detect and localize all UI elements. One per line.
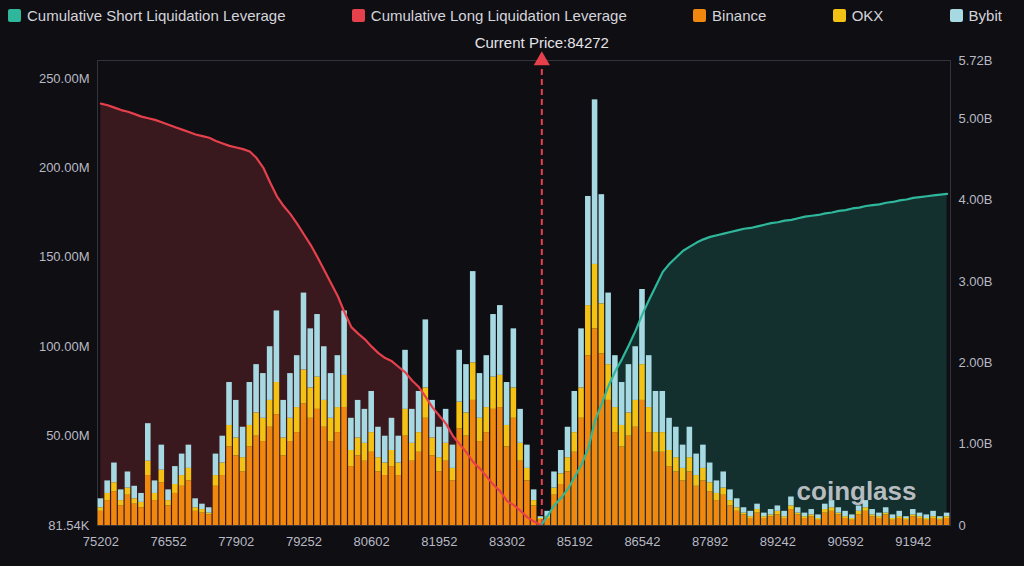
svg-text:250.00M: 250.00M [39, 71, 90, 86]
html-text:Cumulative Short Liquidation L: Cumulative Short Liquidation Leverage [27, 7, 286, 24]
svg-text:2.00B: 2.00B [959, 355, 993, 370]
svg-text:89242: 89242 [760, 534, 796, 549]
svg-text:100.00M: 100.00M [39, 339, 90, 354]
html-text:Cumulative Long Liquidation Le: Cumulative Long Liquidation Leverage [370, 7, 627, 24]
svg-text:0: 0 [959, 518, 966, 533]
svg-text:83302: 83302 [489, 534, 525, 549]
svg-text:3.00B: 3.00B [959, 274, 993, 289]
svg-text:81952: 81952 [421, 534, 457, 549]
svg-text:81.54K: 81.54K [48, 518, 90, 533]
svg-text:87892: 87892 [692, 534, 728, 549]
svg-text:1.00B: 1.00B [959, 436, 993, 451]
svg-text:91942: 91942 [895, 534, 931, 549]
svg-text:79252: 79252 [286, 534, 322, 549]
svg-text:86542: 86542 [624, 534, 660, 549]
svg-text:77902: 77902 [218, 534, 254, 549]
svg-text:90592: 90592 [827, 534, 863, 549]
svg-text:5.00B: 5.00B [959, 111, 993, 126]
html-text:OKX: OKX [851, 7, 884, 24]
svg-text:80602: 80602 [354, 534, 390, 549]
html-text:Bybit: Bybit [968, 7, 1002, 24]
svg-text:Current Price:84272: Current Price:84272 [475, 34, 609, 51]
svg-text:5.72B: 5.72B [959, 53, 993, 68]
svg-text:85192: 85192 [557, 534, 593, 549]
svg-text:50.00M: 50.00M [46, 428, 89, 443]
svg-text:75202: 75202 [83, 534, 119, 549]
svg-text:200.00M: 200.00M [39, 160, 90, 175]
svg-text:150.00M: 150.00M [39, 249, 90, 264]
html-text:Binance: Binance [712, 7, 767, 24]
svg-text:76552: 76552 [151, 534, 187, 549]
svg-text:4.00B: 4.00B [959, 192, 993, 207]
svg-text:coinglass: coinglass [797, 476, 917, 506]
